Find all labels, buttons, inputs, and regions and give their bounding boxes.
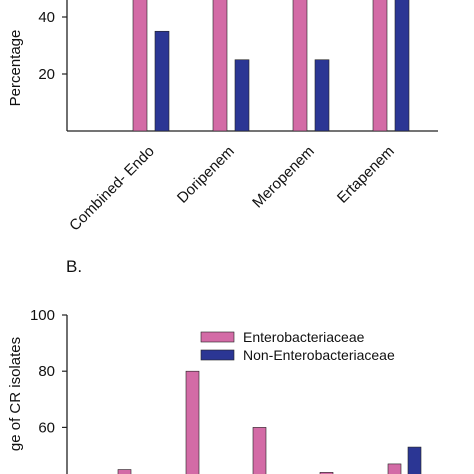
- panel-b-y-tick-label: 60: [38, 419, 55, 436]
- panel-a-bar-non-enterobacteriaceae-2: [314, 59, 330, 132]
- panel-b-bar-enterobacteriaceae-0: [117, 469, 132, 474]
- panel-a: Percentage 20 40 Combined- Endo Doripenem M…: [7, 0, 438, 234]
- panel-a-bar-non-enterobacteriaceae-3: [394, 0, 410, 132]
- panel-a-bar-non-enterobacteriaceae-0: [154, 30, 170, 132]
- panel-b-bar-enterobacteriaceae-4: [387, 463, 402, 474]
- panel-b-y-axis-label: ge of CR isolates: [7, 337, 24, 451]
- panel-a-bar-enterobacteriaceae-0: [132, 0, 148, 132]
- legend-swatch-enterobacteriaceae: [200, 331, 235, 343]
- panel-a-bar-enterobacteriaceae-3: [372, 0, 388, 132]
- panel-b-bar-non-enterobacteriaceae-4: [407, 446, 422, 474]
- legend-label-non-enterobacteriaceae: Non-Enterobacteriaceae: [243, 347, 395, 363]
- panel-a-category-label: Meropenem: [249, 143, 318, 212]
- panel-a-category-label: Doripenem: [174, 143, 238, 207]
- panel-a-category-label: Ertapenem: [334, 143, 398, 207]
- panel-a-bar-enterobacteriaceae-2: [292, 0, 308, 132]
- legend-swatch-non-enterobacteriaceae: [200, 349, 235, 361]
- panel-b-y-tick-label: 80: [38, 363, 55, 380]
- panel-b: B. ge of CR isolates 60 80 100 Enterobacte…: [7, 257, 422, 474]
- panel-b-y-tick-label: 100: [30, 307, 55, 324]
- panel-b-bar-enterobacteriaceae-1: [185, 370, 200, 474]
- panel-a-category-label: Combined- Endo: [66, 143, 158, 235]
- panel-b-bar-enterobacteriaceae-3: [319, 472, 334, 474]
- panel-b-label: B.: [66, 257, 82, 276]
- panel-a-y-tick-label: 40: [38, 9, 55, 26]
- panel-a-y-tick-label: 20: [38, 66, 55, 83]
- legend-label-enterobacteriaceae: Enterobacteriaceae: [243, 329, 365, 345]
- panel-a-bar-non-enterobacteriaceae-1: [234, 59, 250, 132]
- panel-a-y-axis-label: Percentage: [7, 30, 24, 107]
- panel-b-bar-enterobacteriaceae-2: [252, 427, 267, 474]
- panel-b-legend: Enterobacteriaceae Non-Enterobacteriacea…: [200, 329, 395, 363]
- panel-a-bar-enterobacteriaceae-1: [212, 0, 228, 132]
